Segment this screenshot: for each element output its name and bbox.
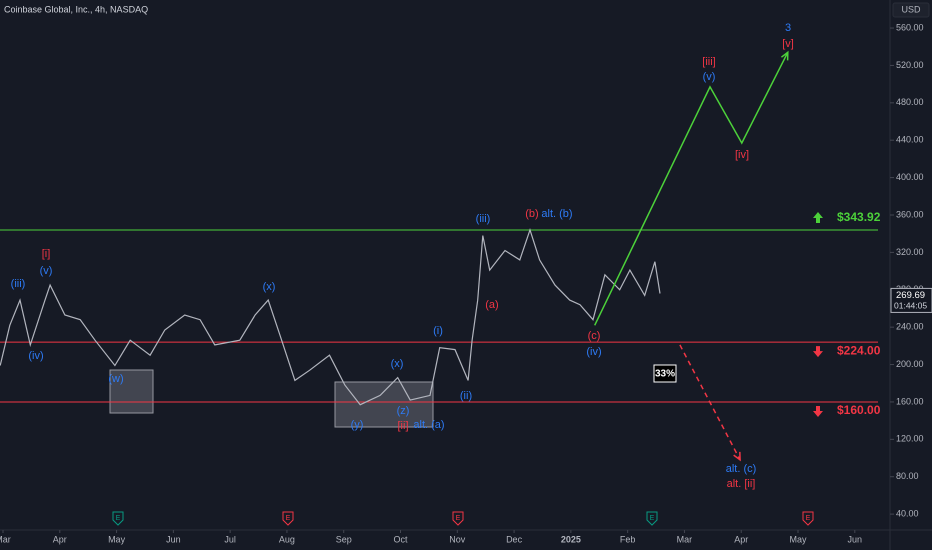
wave-label: (z) — [397, 405, 410, 417]
wave-label: (v) — [703, 71, 716, 83]
event-label: E — [116, 515, 121, 522]
y-tick-label: 200.00 — [896, 359, 924, 369]
price-tag-value: 269.69 — [896, 290, 925, 301]
zone-box — [109, 369, 154, 414]
event-marker — [282, 511, 294, 526]
x-tick-label: Nov — [449, 534, 466, 544]
chart-title: Coinbase Global, Inc., 4h, NASDAQ — [4, 4, 148, 14]
y-tick-label: 320.00 — [896, 247, 924, 257]
arrow-head — [780, 50, 789, 61]
y-tick-label: 480.00 — [896, 97, 924, 107]
wave-label: (iii) — [11, 278, 26, 290]
wave-label: (i) — [433, 325, 443, 337]
event-marker — [802, 511, 814, 526]
event-label: E — [806, 515, 811, 522]
y-tick-label: 560.00 — [896, 22, 924, 32]
wave-label: (x) — [263, 281, 276, 293]
y-tick-label: 40.00 — [896, 508, 919, 518]
event-label: E — [456, 515, 461, 522]
y-tick-label: 80.00 — [896, 471, 919, 481]
probability: 33% — [655, 369, 675, 380]
grid — [2, 27, 894, 533]
y-tick-label: 240.00 — [896, 322, 924, 332]
level-arrow — [813, 212, 823, 224]
wave-label: (iv) — [586, 346, 601, 358]
probability-box — [653, 364, 677, 383]
event-label: E — [286, 515, 291, 522]
wave-label: (x) — [391, 358, 404, 370]
y-tick-label: 160.00 — [896, 396, 924, 406]
x-tick-label: May — [789, 534, 807, 544]
wave-label: [v] — [782, 38, 794, 50]
wave-label: (a) — [485, 299, 498, 311]
level-label: $343.92 — [837, 210, 881, 224]
y-tick-label: 120.00 — [896, 434, 924, 444]
wave-label: alt. (c) — [726, 463, 757, 475]
wave-label: [iii] — [702, 56, 715, 68]
arrow-head — [733, 451, 741, 462]
x-tick-label: Apr — [53, 534, 67, 544]
x-tick-label: Dec — [506, 534, 523, 544]
y-tick-label: 400.00 — [896, 172, 924, 182]
marks — [0, 50, 878, 462]
wave-label: (c) — [588, 330, 601, 342]
labels: 40.0080.00120.00160.00200.00240.00280.00… — [0, 22, 932, 544]
event-marker — [452, 511, 464, 526]
zone-box — [334, 381, 434, 428]
event-marker — [646, 511, 658, 526]
y-tick-label: 520.00 — [896, 60, 924, 70]
x-tick-label: Jun — [166, 534, 181, 544]
x-tick-label: Feb — [620, 534, 636, 544]
x-tick-label: Aug — [279, 534, 295, 544]
price-tag — [890, 287, 932, 313]
x-tick-label: Oct — [394, 534, 409, 544]
wave-label: (iv) — [28, 350, 43, 362]
event-label: E — [650, 515, 655, 522]
wave-label: (iii) — [476, 213, 491, 225]
y-tick-label: 360.00 — [896, 209, 924, 219]
wave-label: (w) — [108, 373, 123, 385]
x-tick-label: Sep — [336, 534, 352, 544]
level-label: $160.00 — [837, 403, 881, 417]
wave-label: (ii) — [460, 390, 472, 402]
wave-label: (v) — [40, 265, 53, 277]
currency-box — [892, 2, 930, 18]
price-line — [0, 227, 661, 406]
event-marker — [112, 511, 124, 526]
wave-label: alt. [ii] — [727, 478, 756, 490]
wave-label: alt. (a) — [413, 419, 444, 431]
currency: USD — [901, 4, 921, 14]
x-tick-label: May — [108, 534, 126, 544]
wave-label: alt. (b) — [541, 208, 572, 220]
price-line — [679, 344, 741, 461]
x-tick-label: Apr — [734, 534, 748, 544]
level-arrow — [813, 405, 823, 417]
wave-label: [iv] — [735, 149, 749, 161]
price-tag-countdown: 01:44:05 — [894, 301, 927, 311]
wave-label: (b) — [525, 208, 538, 220]
wave-label: (y) — [351, 419, 364, 431]
y-tick-label: 440.00 — [896, 135, 924, 145]
wave-label: [i] — [42, 248, 51, 260]
wave-label: 3 — [785, 22, 791, 34]
wave-label: [ii] — [398, 420, 409, 432]
price-line — [594, 51, 789, 326]
x-tick-label: Mar — [0, 534, 11, 544]
x-tick-label: 2025 — [561, 534, 581, 544]
x-tick-label: Mar — [677, 534, 693, 544]
x-tick-label: Jul — [224, 534, 236, 544]
level-arrow — [813, 346, 823, 358]
x-tick-label: Jun — [848, 534, 863, 544]
level-label: $224.00 — [837, 343, 881, 357]
